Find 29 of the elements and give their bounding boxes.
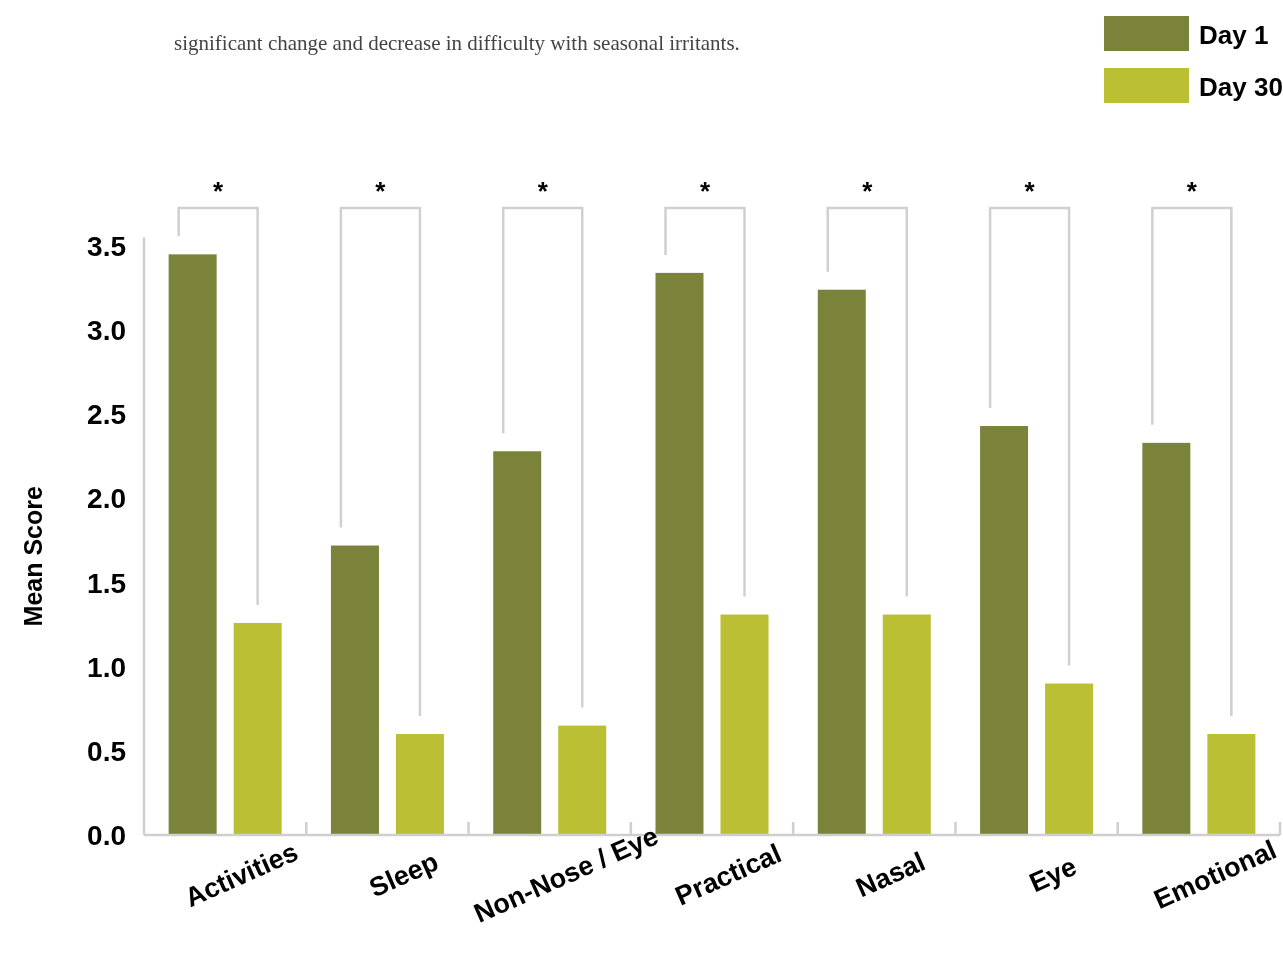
bar <box>720 614 769 835</box>
x-tick-label: Sleep <box>364 846 443 904</box>
legend-label: Day 30 <box>1199 72 1283 102</box>
y-axis-title: Mean Score <box>19 486 47 627</box>
bar <box>395 734 444 835</box>
y-tick-label: 1.0 <box>87 651 126 683</box>
text: * <box>699 176 711 206</box>
y-tick-label: 2.5 <box>87 399 126 431</box>
bar <box>1045 683 1094 835</box>
bar <box>233 622 282 835</box>
bar <box>558 725 607 835</box>
bar <box>1207 734 1256 835</box>
y-tick-label: 2.0 <box>87 483 126 515</box>
y-tick-label: 1.5 <box>87 567 126 599</box>
bar <box>882 614 931 835</box>
chart-subtitle: significant change and decrease in difficulty with seasonal irritants. <box>174 31 740 55</box>
text: * <box>862 176 874 206</box>
bar <box>330 545 379 835</box>
legend-label: Day 1 <box>1199 20 1269 50</box>
text: * <box>1186 176 1198 206</box>
y-tick-label: 3.5 <box>87 230 126 262</box>
y-tick-label: 3.0 <box>87 315 126 347</box>
text: * <box>375 176 387 206</box>
x-tick-label: Eye <box>1024 851 1081 899</box>
text: * <box>213 176 225 206</box>
text: * <box>537 176 549 206</box>
y-tick-label: 0.0 <box>87 820 126 851</box>
y-tick-label: 0.5 <box>87 735 126 767</box>
text: * <box>1024 176 1036 206</box>
